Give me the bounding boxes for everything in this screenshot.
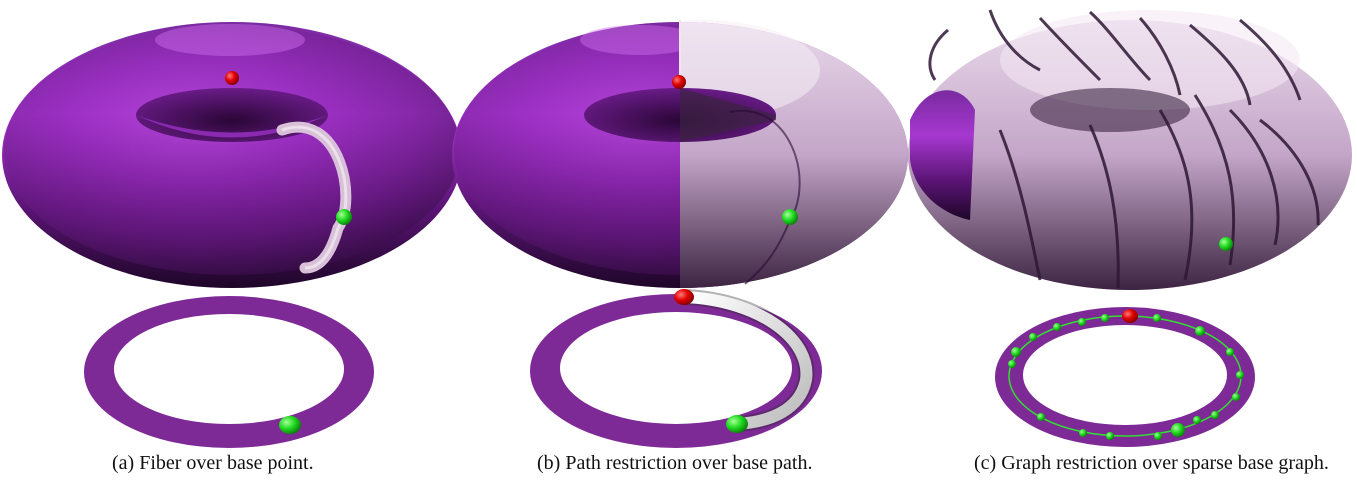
caption-a: (a) Fiber over base point. <box>112 452 314 474</box>
base-ring-c <box>995 307 1255 447</box>
caption-b: (b) Path restriction over base path. <box>537 452 813 474</box>
fiber-gaps <box>928 9 1320 289</box>
torus-b <box>452 20 908 288</box>
base-ring-b <box>530 289 822 448</box>
base-point-marker <box>279 416 301 434</box>
path-start-marker <box>674 289 694 305</box>
green-marker <box>1219 237 1233 251</box>
torus-a <box>2 22 462 288</box>
panel-b <box>452 20 908 448</box>
path-end-marker <box>726 415 748 433</box>
green-marker <box>782 209 798 225</box>
torus-c <box>908 10 1352 290</box>
red-marker <box>672 75 686 89</box>
caption-c: (c) Graph restriction over sparse base g… <box>974 452 1329 474</box>
graph-nodes <box>1008 309 1244 440</box>
panel-a <box>2 22 462 448</box>
base-ring-a <box>84 296 374 448</box>
green-marker <box>336 209 352 225</box>
red-marker <box>225 71 239 85</box>
panel-c <box>908 9 1352 447</box>
